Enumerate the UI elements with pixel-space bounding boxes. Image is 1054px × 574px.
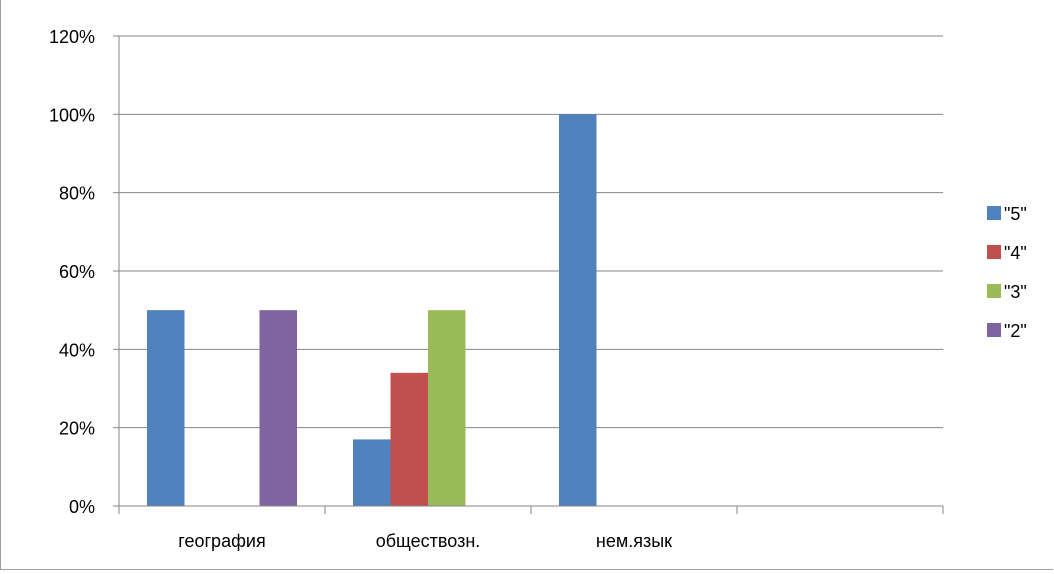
y-tick-label: 20% [59,419,95,439]
legend-label: "4" [1004,243,1027,263]
y-tick-label: 80% [59,184,95,204]
y-tick-label: 100% [49,105,95,125]
legend-label: "3" [1004,282,1027,302]
bar [559,114,597,506]
x-tick-label: нем.язык [596,531,672,551]
gridlines [119,35,943,429]
x-tick-label: география [178,531,265,551]
legend-label: "2" [1004,321,1027,341]
legend-swatch [987,284,1001,298]
axes [113,35,944,514]
legend-label: "5" [1004,204,1027,224]
bar [147,310,185,506]
bar [353,439,391,506]
bar [428,310,466,506]
x-tick-label: обществозн. [376,531,481,551]
bar [259,310,297,506]
y-axis-tick-labels: 0% 20% 40% 60% 80% 100% 120% [49,27,95,517]
y-tick-label: 60% [59,262,95,282]
y-tick-label: 120% [49,27,95,47]
y-tick-label: 0% [69,497,95,517]
bars [147,114,597,506]
y-tick-label: 40% [59,340,95,360]
legend-swatch [987,323,1001,337]
legend-swatch [987,206,1001,220]
legend-swatch [987,245,1001,259]
x-axis-tick-labels: география обществозн. нем.язык [178,531,672,551]
bar [390,372,428,506]
legend: "5" "4" "3" "2" [987,204,1027,341]
